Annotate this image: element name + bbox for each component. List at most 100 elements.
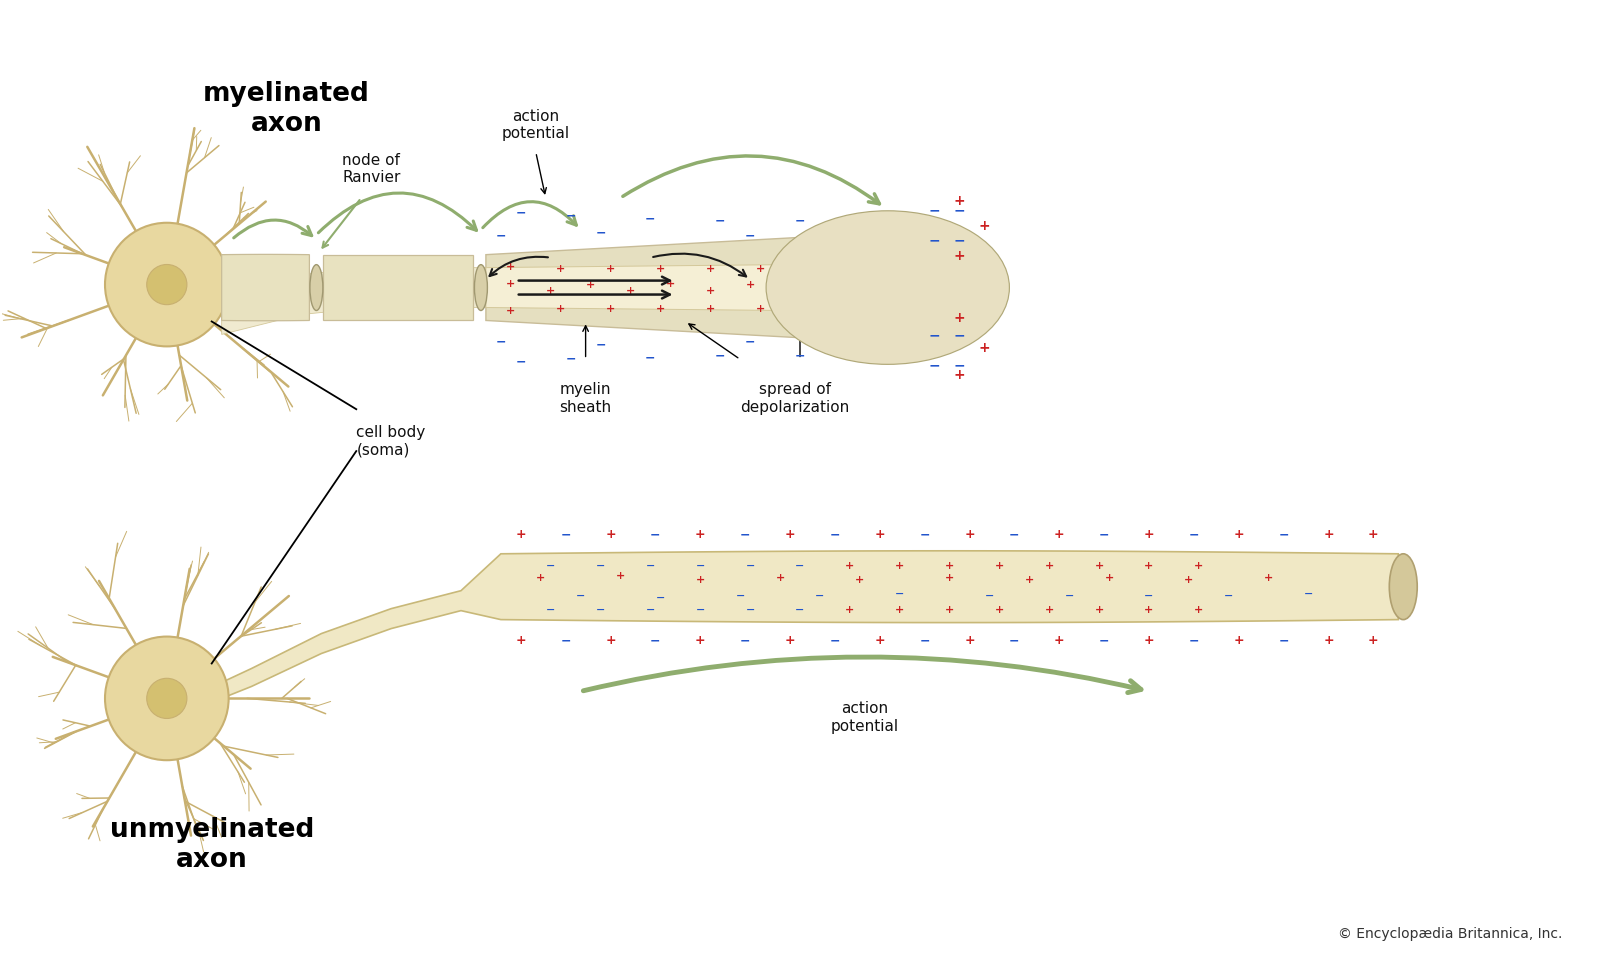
Text: −: − [736, 590, 746, 600]
Text: −: − [645, 352, 656, 364]
Text: −: − [650, 634, 661, 646]
Text: −: − [696, 604, 706, 614]
Text: −: − [816, 590, 824, 600]
Text: −: − [864, 348, 875, 360]
Text: +: + [1368, 634, 1379, 646]
Ellipse shape [858, 257, 918, 320]
Text: −: − [795, 560, 805, 570]
Text: −: − [515, 356, 526, 368]
Text: +: + [856, 575, 864, 584]
Text: −: − [1278, 634, 1290, 646]
Text: +: + [506, 305, 515, 315]
Text: +: + [755, 264, 765, 273]
Text: −: − [795, 604, 805, 614]
Text: −: − [715, 350, 725, 362]
Ellipse shape [475, 266, 488, 311]
Text: −: − [595, 560, 605, 570]
Text: −: − [930, 328, 941, 342]
Text: −: − [496, 229, 506, 242]
Text: −: − [1189, 634, 1198, 646]
Text: +: + [606, 264, 614, 273]
Text: +: + [1323, 634, 1334, 646]
Ellipse shape [766, 211, 1010, 365]
Text: −: − [645, 212, 656, 225]
Text: +: + [626, 285, 635, 296]
Text: +: + [1234, 634, 1245, 646]
Polygon shape [192, 551, 1398, 710]
Text: +: + [666, 278, 675, 289]
Text: +: + [954, 368, 965, 382]
Text: unmyelinated
axon: unmyelinated axon [109, 816, 314, 872]
Text: −: − [1224, 590, 1234, 600]
Text: +: + [616, 570, 626, 580]
FancyArrowPatch shape [653, 255, 746, 277]
Text: spread of
depolarization: spread of depolarization [741, 382, 850, 415]
Text: +: + [875, 634, 885, 646]
Text: −: − [565, 353, 576, 365]
Text: −: − [746, 229, 755, 242]
Text: −: − [1144, 590, 1154, 600]
Text: +: + [786, 285, 795, 296]
Text: −: − [696, 560, 706, 570]
Text: +: + [875, 528, 885, 541]
Text: +: + [1094, 604, 1104, 614]
Text: +: + [605, 528, 616, 541]
Text: +: + [826, 278, 835, 289]
Ellipse shape [147, 266, 187, 305]
Text: +: + [805, 264, 814, 273]
Text: −: − [830, 528, 840, 541]
Text: action
potential: action potential [830, 701, 899, 733]
Text: +: + [1368, 528, 1379, 541]
Text: +: + [1144, 528, 1154, 541]
Ellipse shape [106, 224, 229, 347]
Text: −: − [560, 634, 571, 646]
Text: −: − [595, 338, 606, 352]
Text: +: + [755, 303, 765, 313]
Text: +: + [805, 303, 814, 313]
Text: −: − [546, 560, 555, 570]
Text: +: + [995, 604, 1005, 614]
Text: −: − [565, 209, 576, 222]
Text: −: − [546, 604, 555, 614]
Text: +: + [1184, 575, 1194, 584]
Text: +: + [954, 194, 965, 207]
Text: myelin
sheath: myelin sheath [560, 382, 611, 415]
Text: −: − [1304, 588, 1314, 598]
Text: +: + [706, 303, 715, 313]
Text: +: + [954, 311, 965, 326]
Text: −: − [650, 528, 661, 541]
Text: −: − [595, 604, 605, 614]
Text: −: − [746, 560, 755, 570]
Text: +: + [946, 604, 954, 614]
Text: −: − [646, 604, 654, 614]
Text: +: + [894, 560, 904, 570]
Text: −: − [746, 604, 755, 614]
Ellipse shape [792, 225, 984, 352]
Text: +: + [605, 634, 616, 646]
Text: +: + [706, 264, 715, 273]
Text: +: + [1045, 560, 1054, 570]
Text: −: − [830, 634, 840, 646]
Text: +: + [845, 604, 854, 614]
Text: +: + [954, 248, 965, 263]
Ellipse shape [843, 250, 931, 327]
Text: −: − [1010, 528, 1019, 541]
Text: −: − [984, 590, 994, 600]
FancyArrowPatch shape [318, 194, 477, 234]
Text: +: + [1024, 575, 1034, 584]
Ellipse shape [779, 218, 997, 359]
Text: −: − [1099, 634, 1109, 646]
Text: node of
Ranvier: node of Ranvier [342, 153, 400, 185]
Polygon shape [222, 255, 309, 322]
Text: © Encyclopædia Britannica, Inc.: © Encyclopædia Britannica, Inc. [1339, 925, 1563, 940]
Polygon shape [222, 268, 899, 335]
Text: −: − [894, 588, 904, 598]
Text: +: + [1054, 528, 1064, 541]
Text: +: + [784, 528, 795, 541]
Text: −: − [496, 335, 506, 349]
Text: +: + [696, 575, 706, 584]
Text: −: − [795, 214, 805, 227]
Text: +: + [946, 572, 954, 582]
Text: −: − [864, 216, 875, 229]
Text: −: − [1010, 634, 1019, 646]
